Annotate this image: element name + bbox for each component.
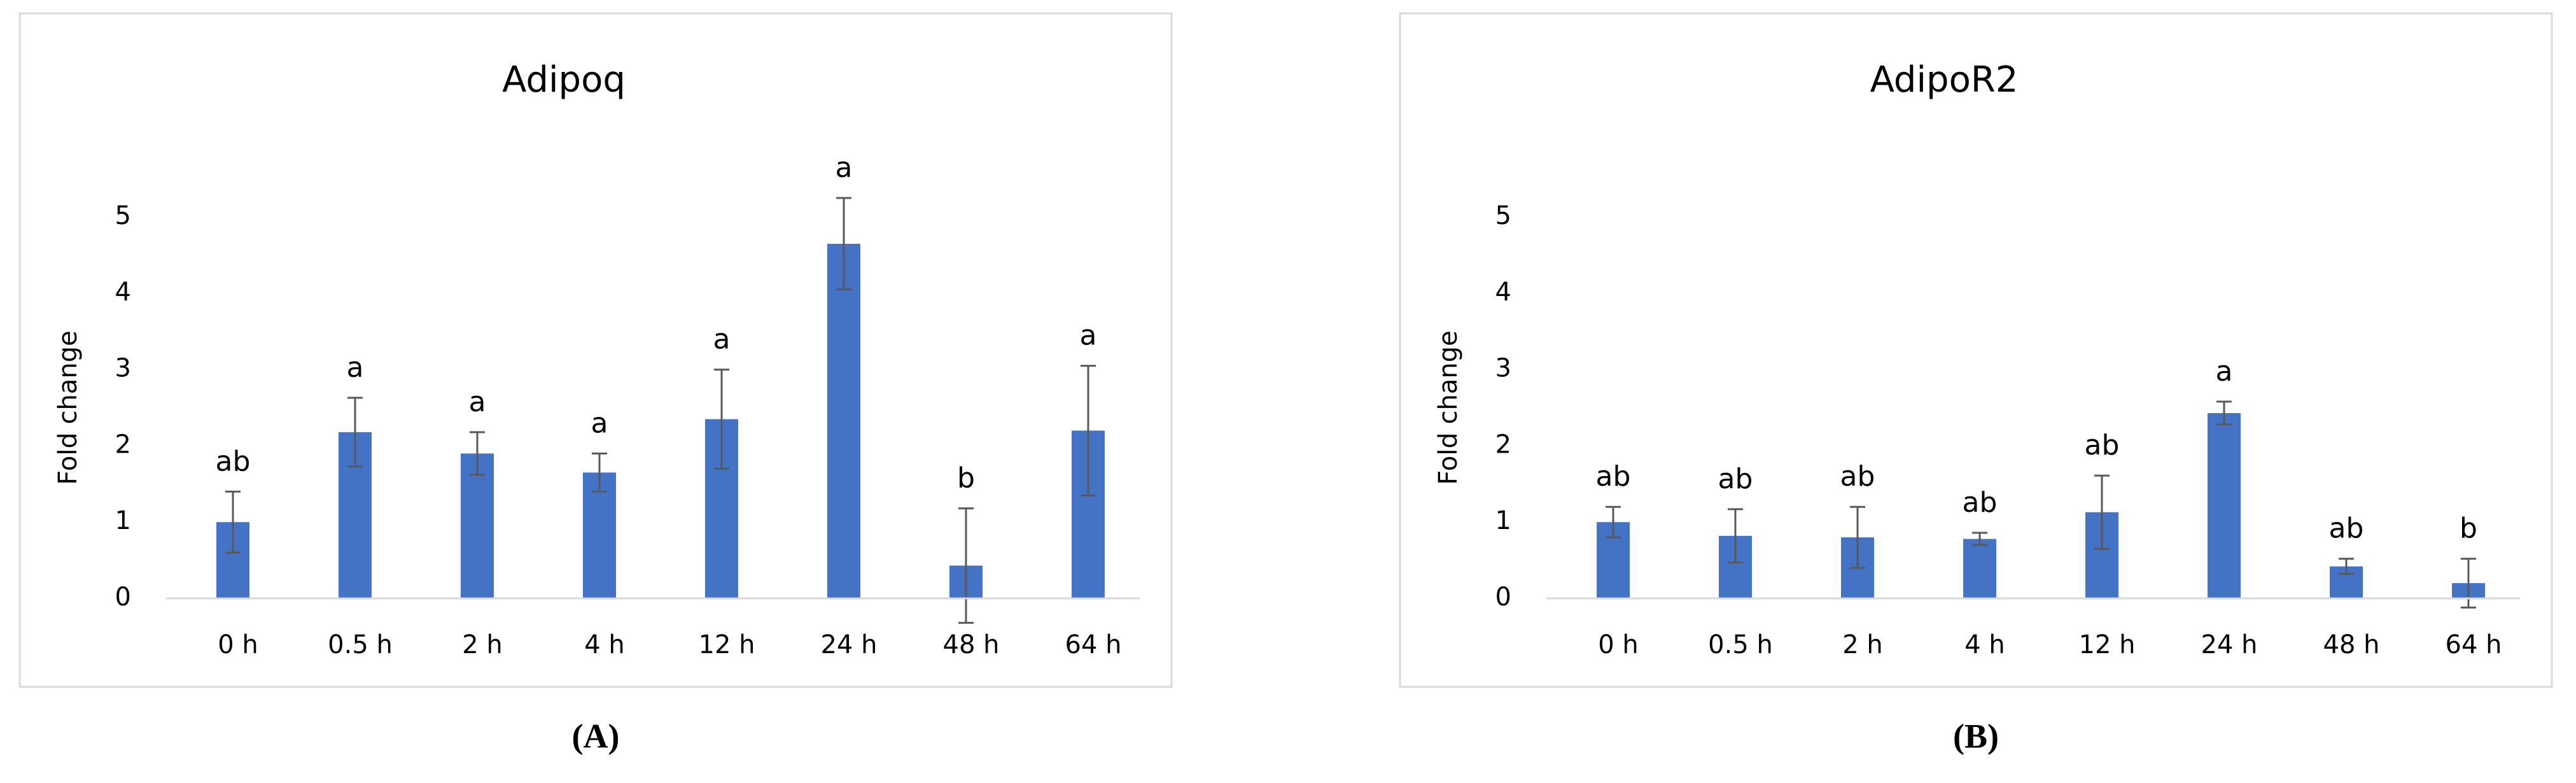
significance-letter: a: [469, 386, 486, 418]
bar: [827, 243, 860, 598]
significance-letter: b: [2460, 512, 2477, 545]
x-tick-label: 2 h: [462, 630, 503, 660]
significance-letter: ab: [2329, 512, 2364, 545]
y-tick-label: 1: [1495, 506, 1511, 535]
significance-letter: ab: [2085, 429, 2120, 462]
x-tick-label: 0 h: [1598, 630, 1639, 660]
significance-letter: ab: [1596, 460, 1631, 493]
chart-title: AdipoR2: [1870, 59, 2019, 101]
significance-letter: ab: [1718, 463, 1753, 495]
significance-letter: a: [713, 323, 731, 356]
y-tick-label: 2: [115, 430, 131, 459]
bar: [1963, 539, 1996, 598]
x-tick-label: 48 h: [943, 630, 1000, 660]
significance-letter: a: [591, 407, 608, 439]
significance-letter: ab: [216, 445, 251, 477]
y-axis-label: Fold change: [53, 330, 83, 484]
panel-caption: (A): [572, 717, 620, 755]
x-tick-label: 48 h: [2323, 630, 2380, 660]
x-tick-label: 0.5 h: [328, 630, 393, 660]
y-tick-label: 5: [115, 201, 131, 230]
y-tick-label: 1: [115, 506, 131, 535]
x-tick-label: 64 h: [1065, 630, 1122, 660]
x-tick-label: 12 h: [2079, 630, 2136, 660]
y-tick-label: 0: [1495, 582, 1511, 612]
y-tick-label: 4: [1495, 278, 1511, 307]
y-tick-label: 2: [1495, 430, 1511, 459]
significance-letter: a: [836, 152, 853, 184]
y-tick-label: 0: [115, 582, 131, 612]
x-tick-label: 24 h: [821, 630, 878, 660]
significance-letter: a: [347, 351, 364, 384]
x-tick-label: 2 h: [1842, 630, 1883, 660]
panel-caption: (B): [1953, 717, 1999, 755]
y-axis-label: Fold change: [1434, 330, 1463, 484]
y-tick-label: 5: [1495, 201, 1511, 230]
bar: [461, 453, 494, 598]
x-tick-label: 24 h: [2201, 630, 2258, 660]
panel-border: [1399, 12, 2553, 688]
significance-letter: a: [2216, 355, 2233, 388]
x-tick-label: 12 h: [699, 630, 755, 660]
y-tick-label: 4: [115, 278, 131, 307]
bar: [2208, 413, 2241, 598]
bar: [583, 472, 616, 598]
x-tick-label: 4 h: [1964, 630, 2005, 660]
y-tick-label: 3: [115, 354, 131, 383]
significance-letter: a: [1080, 320, 1097, 352]
x-tick-label: 4 h: [584, 630, 625, 660]
chart-title: Adipoq: [502, 59, 626, 101]
significance-letter: ab: [1963, 486, 1998, 519]
x-tick-label: 0.5 h: [1708, 630, 1773, 660]
x-tick-label: 64 h: [2446, 630, 2502, 660]
x-tick-label: 0 h: [218, 630, 258, 660]
y-tick-label: 3: [1495, 354, 1511, 383]
significance-letter: b: [957, 462, 975, 495]
significance-letter: ab: [1840, 460, 1875, 493]
panel-border: [18, 12, 1173, 688]
